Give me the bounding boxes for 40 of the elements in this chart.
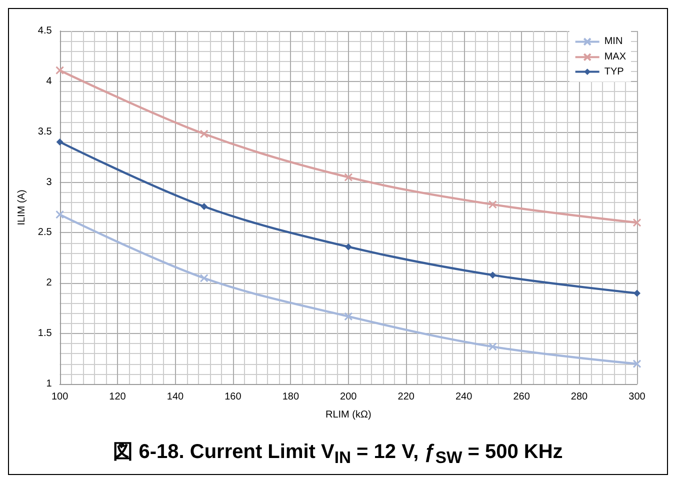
point (200, 130, 208, 138)
y-axis-title: ILIM (A) (16, 190, 28, 226)
point (488, 200, 497, 209)
y-tick-label: 2.5 (38, 227, 52, 238)
point (200, 274, 208, 282)
legend-label: TYP (604, 66, 624, 78)
point (56, 138, 64, 146)
point (634, 290, 640, 297)
x-tick-label: 180 (282, 392, 300, 402)
x-tick-label: 300 (628, 392, 646, 402)
point (344, 172, 353, 182)
x-tick-label: 140 (166, 392, 184, 402)
x-tick-label: 160 (224, 392, 242, 402)
x-tick-label: 100 (51, 392, 69, 402)
y-tick-label: 3.5 (38, 126, 52, 138)
y-tick-label: 4.5 (38, 26, 52, 36)
legend-label: MAX (604, 52, 626, 63)
point (488, 342, 497, 351)
y-tick-label: 1 (46, 378, 52, 390)
point (56, 66, 64, 75)
point (632, 360, 642, 368)
point (56, 210, 64, 219)
point (344, 243, 352, 250)
point (489, 272, 496, 279)
x-axis-title: RLIM (kΩ) (325, 410, 372, 420)
legend-label: MIN (604, 36, 623, 48)
x-tick-label: 240 (455, 392, 473, 402)
x-tick-label: 260 (513, 392, 530, 402)
x-tick-label: 120 (109, 392, 126, 402)
x-tick-label: 200 (340, 392, 358, 402)
text: 図 6-18. Current Limit V$_{IN}$ = 12 V, ƒ$_{SW}$ = 500 KHz (112, 440, 564, 469)
point (200, 202, 208, 210)
x-tick-label: 220 (398, 392, 415, 402)
x-tick-label: 280 (570, 392, 588, 402)
point (632, 218, 642, 227)
y-tick-label: 4 (46, 76, 52, 87)
y-tick-label: 1.5 (38, 328, 52, 340)
y-tick-label: 3 (46, 176, 52, 188)
point (344, 312, 353, 321)
y-tick-label: 2 (46, 278, 52, 289)
